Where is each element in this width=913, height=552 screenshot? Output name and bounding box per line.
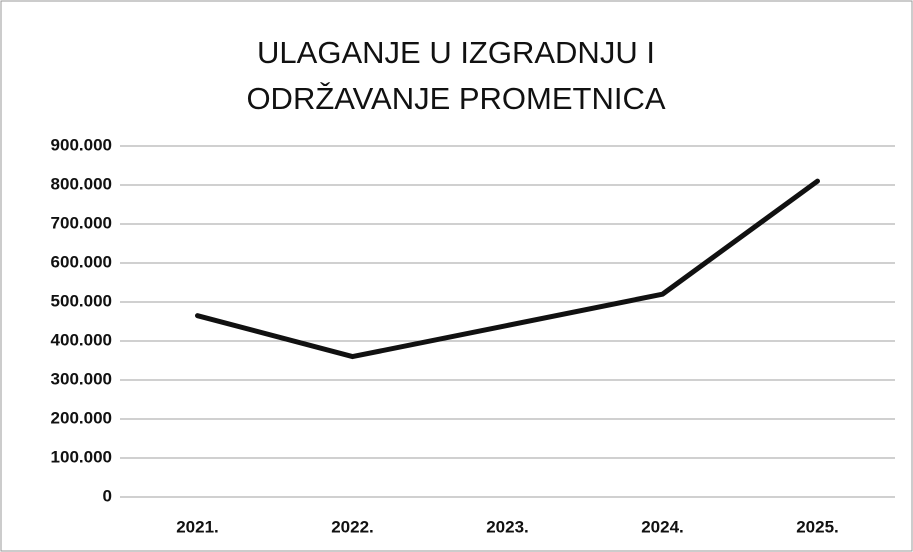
chart-title: ULAGANJE U IZGRADNJU I ODRŽAVANJE PROMET… [246, 35, 666, 116]
y-tick-label: 300.000 [51, 369, 112, 388]
x-tick-label: 2021. [176, 517, 219, 536]
y-tick-label: 500.000 [51, 291, 112, 310]
y-tick-label: 800.000 [51, 174, 112, 193]
y-tick-label: 200.000 [51, 408, 112, 427]
x-tick-label: 2024. [641, 517, 684, 536]
y-tick-label: 400.000 [51, 330, 112, 349]
y-tick-label: 0 [103, 486, 112, 505]
x-tick-label: 2022. [331, 517, 374, 536]
y-tick-label: 100.000 [51, 447, 112, 466]
y-tick-label: 900.000 [51, 135, 112, 154]
x-tick-label: 2025. [796, 517, 839, 536]
x-tick-label: 2023. [486, 517, 529, 536]
y-tick-label: 600.000 [51, 252, 112, 271]
y-tick-label: 700.000 [51, 213, 112, 232]
line [195, 178, 820, 360]
